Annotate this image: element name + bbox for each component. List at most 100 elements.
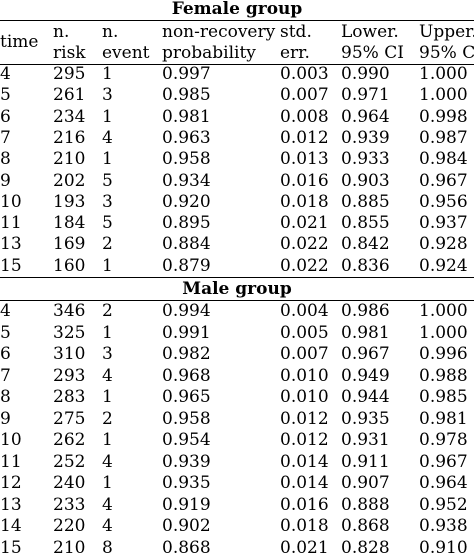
table-row: 10 193 3 0.920 0.018 0.885 0.956 bbox=[0, 191, 474, 213]
cell-std-err: 0.007 bbox=[280, 344, 329, 364]
cell-n-event: 2 bbox=[102, 234, 113, 255]
cell-n-risk: 262 bbox=[53, 430, 86, 450]
cell-probability: 0.902 bbox=[162, 516, 211, 536]
cell-n-event: 1 bbox=[102, 473, 113, 493]
cell-n-event: 5 bbox=[102, 170, 113, 191]
cell-n-event: 3 bbox=[102, 344, 113, 364]
cell-std-err: 0.018 bbox=[280, 191, 329, 212]
male-group-title: Male group bbox=[182, 279, 292, 299]
header-rule bbox=[0, 64, 474, 65]
cell-n-event: 4 bbox=[102, 516, 113, 536]
cell-probability: 0.965 bbox=[162, 387, 211, 407]
cell-probability: 0.895 bbox=[162, 213, 211, 234]
table-row: 15 210 8 0.868 0.021 0.828 0.910 bbox=[0, 537, 474, 558]
cell-std-err: 0.010 bbox=[280, 365, 329, 386]
cell-n-risk: 346 bbox=[53, 301, 86, 321]
cell-probability: 0.868 bbox=[162, 537, 211, 558]
table-row: 8 283 1 0.965 0.010 0.944 0.985 bbox=[0, 386, 474, 408]
cell-n-risk: 202 bbox=[53, 170, 86, 191]
cell-upper-ci: 1.000 bbox=[419, 322, 468, 343]
cell-time: 13 bbox=[0, 494, 22, 515]
cell-probability: 0.920 bbox=[162, 191, 211, 212]
cell-upper-ci: 1.000 bbox=[419, 64, 468, 84]
cell-n-risk: 169 bbox=[53, 234, 86, 255]
cell-upper-ci: 0.984 bbox=[419, 149, 468, 170]
cell-n-risk: 275 bbox=[53, 408, 86, 429]
cell-time: 4 bbox=[0, 301, 11, 321]
cell-n-risk: 252 bbox=[53, 451, 86, 472]
header-prob-line1: non-recovery bbox=[162, 22, 276, 42]
cell-time: 6 bbox=[0, 106, 11, 127]
top-rule bbox=[0, 20, 474, 21]
table-row: 11 184 5 0.895 0.021 0.855 0.937 bbox=[0, 212, 474, 234]
cell-lower-ci: 0.990 bbox=[341, 64, 390, 84]
cell-time: 10 bbox=[0, 430, 22, 450]
cell-std-err: 0.012 bbox=[280, 430, 329, 450]
cell-upper-ci: 0.981 bbox=[419, 408, 468, 429]
cell-n-event: 2 bbox=[102, 301, 113, 321]
cell-std-err: 0.012 bbox=[280, 127, 329, 148]
cell-std-err: 0.013 bbox=[280, 149, 329, 170]
cell-time: 5 bbox=[0, 322, 11, 343]
group-rule-top bbox=[0, 277, 474, 278]
cell-n-event: 4 bbox=[102, 127, 113, 148]
header-err-line2: err. bbox=[280, 43, 310, 63]
cell-lower-ci: 0.935 bbox=[341, 408, 390, 429]
cell-upper-ci: 1.000 bbox=[419, 85, 468, 106]
cell-n-risk: 220 bbox=[53, 516, 86, 536]
cell-lower-ci: 0.964 bbox=[341, 106, 390, 127]
table-row: 11 252 4 0.939 0.014 0.911 0.967 bbox=[0, 451, 474, 473]
cell-upper-ci: 0.996 bbox=[419, 344, 468, 364]
cell-time: 11 bbox=[0, 451, 22, 472]
cell-std-err: 0.007 bbox=[280, 85, 329, 106]
table-row: 6 234 1 0.981 0.008 0.964 0.998 bbox=[0, 106, 474, 128]
header-lower-line1: Lower. bbox=[341, 22, 399, 42]
cell-probability: 0.968 bbox=[162, 365, 211, 386]
cell-probability: 0.954 bbox=[162, 430, 211, 450]
cell-upper-ci: 0.967 bbox=[419, 170, 468, 191]
header-event-line1: n. bbox=[102, 22, 119, 42]
table-row: 5 261 3 0.985 0.007 0.971 1.000 bbox=[0, 84, 474, 106]
table-row: 7 293 4 0.968 0.010 0.949 0.988 bbox=[0, 365, 474, 387]
cell-n-risk: 283 bbox=[53, 387, 86, 407]
cell-n-risk: 310 bbox=[53, 344, 86, 364]
cell-lower-ci: 0.903 bbox=[341, 170, 390, 191]
cell-upper-ci: 0.956 bbox=[419, 191, 468, 212]
table-row: 6 310 3 0.982 0.007 0.967 0.996 bbox=[0, 343, 474, 365]
cell-upper-ci: 0.938 bbox=[419, 516, 468, 536]
cell-probability: 0.919 bbox=[162, 494, 211, 515]
cell-std-err: 0.016 bbox=[280, 170, 329, 191]
cell-n-event: 5 bbox=[102, 213, 113, 234]
table-row: 4 346 2 0.994 0.004 0.986 1.000 bbox=[0, 300, 474, 322]
cell-probability: 0.994 bbox=[162, 301, 211, 321]
cell-time: 5 bbox=[0, 85, 11, 106]
cell-time: 7 bbox=[0, 127, 11, 148]
cell-std-err: 0.005 bbox=[280, 322, 329, 343]
table-row: 13 233 4 0.919 0.016 0.888 0.952 bbox=[0, 494, 474, 516]
header-event-line2: event bbox=[102, 43, 150, 63]
cell-n-risk: 210 bbox=[53, 537, 86, 558]
table-row: 4 295 1 0.997 0.003 0.990 1.000 bbox=[0, 63, 474, 85]
cell-n-event: 1 bbox=[102, 387, 113, 407]
cell-time: 8 bbox=[0, 149, 11, 170]
cell-time: 9 bbox=[0, 408, 11, 429]
cell-n-event: 1 bbox=[102, 149, 113, 170]
cell-time: 9 bbox=[0, 170, 11, 191]
cell-lower-ci: 0.933 bbox=[341, 149, 390, 170]
cell-lower-ci: 0.986 bbox=[341, 301, 390, 321]
cell-time: 14 bbox=[0, 516, 22, 536]
cell-std-err: 0.014 bbox=[280, 451, 329, 472]
cell-n-risk: 233 bbox=[53, 494, 86, 515]
cell-n-event: 3 bbox=[102, 85, 113, 106]
table-row: 10 262 1 0.954 0.012 0.931 0.978 bbox=[0, 429, 474, 451]
cell-n-risk: 193 bbox=[53, 191, 86, 212]
header-upper-line2: 95% CI bbox=[419, 43, 474, 63]
cell-std-err: 0.010 bbox=[280, 387, 329, 407]
cell-n-risk: 184 bbox=[53, 213, 86, 234]
cell-probability: 0.985 bbox=[162, 85, 211, 106]
cell-n-risk: 240 bbox=[53, 473, 86, 493]
group-rule-bottom bbox=[0, 300, 474, 301]
cell-n-event: 2 bbox=[102, 408, 113, 429]
cell-n-event: 1 bbox=[102, 430, 113, 450]
cell-std-err: 0.018 bbox=[280, 516, 329, 536]
